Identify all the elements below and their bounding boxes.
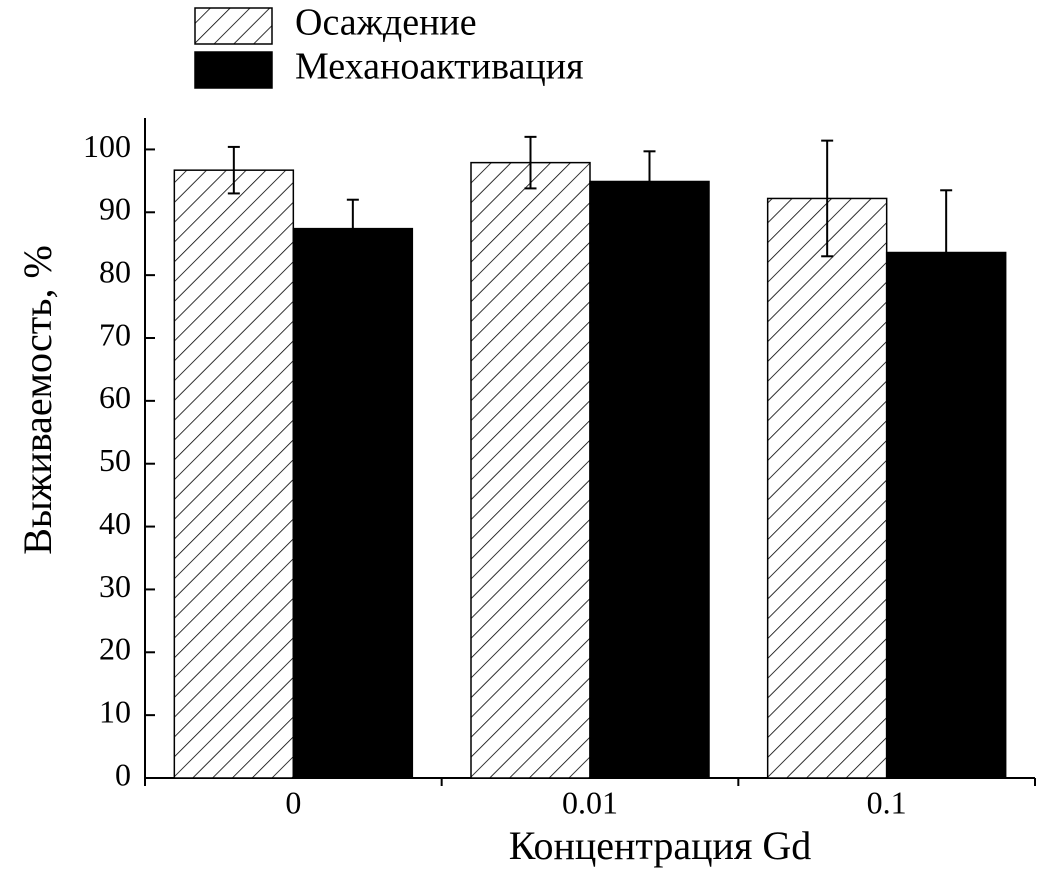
y-tick-label: 90: [99, 191, 131, 227]
y-tick-label: 20: [99, 631, 131, 667]
x-tick-label: 0.01: [562, 784, 618, 820]
legend-swatch: [194, 7, 273, 45]
bar: [766, 197, 888, 779]
x-tick-label: 0.1: [867, 784, 907, 820]
y-tick-label: 0: [115, 756, 131, 792]
x-axis-title: Концентрация Gd: [509, 823, 811, 868]
y-tick-label: 80: [99, 253, 131, 289]
error-bar: [940, 189, 953, 316]
legend-label: Механоактивация: [295, 46, 584, 88]
y-tick-label: 30: [99, 568, 131, 604]
bar: [173, 169, 295, 779]
error-bar: [643, 150, 656, 213]
y-tick-label: 10: [99, 693, 131, 729]
bar: [470, 161, 591, 779]
y-tick-label: 50: [99, 442, 131, 478]
bar: [589, 180, 710, 779]
x-tick-label: 0: [285, 784, 301, 820]
y-tick-label: 70: [99, 316, 131, 352]
bar: [885, 251, 1007, 779]
error-bar: [524, 135, 537, 190]
y-tick-label: 60: [99, 379, 131, 415]
legend-swatch: [194, 51, 273, 89]
error-bar: [821, 139, 834, 258]
error-bar: [346, 198, 359, 259]
error-bar: [227, 145, 240, 195]
y-tick-label: 100: [83, 128, 131, 164]
legend-label: Осаждение: [295, 2, 477, 44]
y-axis-title: Выживаемость, %: [15, 245, 60, 555]
bar: [292, 227, 414, 779]
y-tick-label: 40: [99, 505, 131, 541]
